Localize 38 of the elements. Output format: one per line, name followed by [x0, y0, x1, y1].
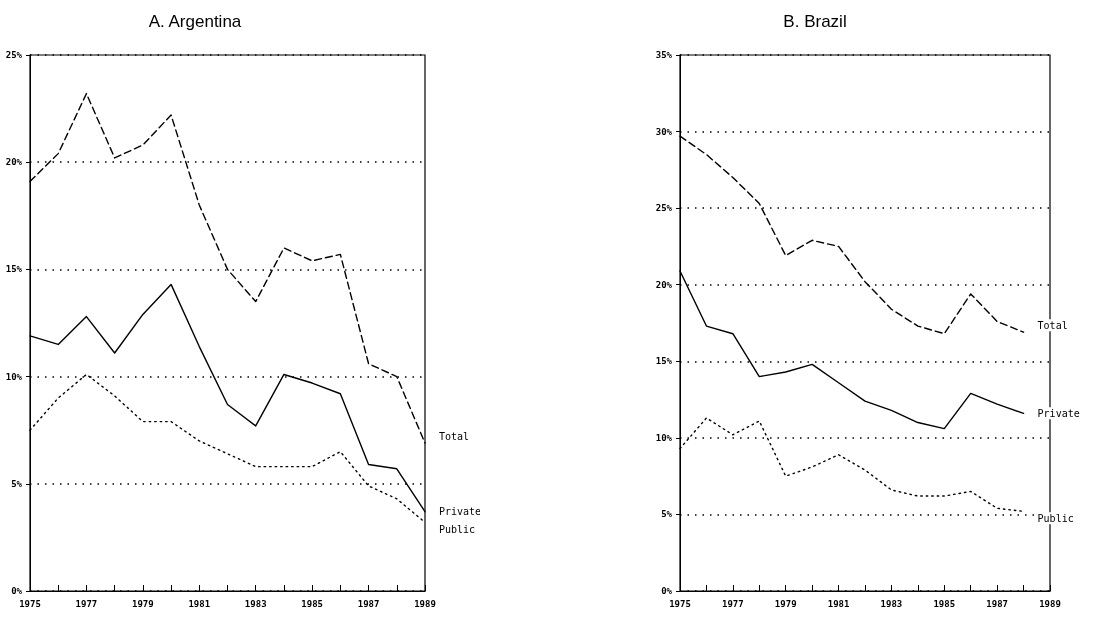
series-label: Public: [1037, 512, 1074, 524]
chart-title: A. Argentina: [148, 12, 242, 31]
series-label: Private: [439, 506, 482, 518]
x-tick-label: 1979: [774, 598, 797, 609]
y-tick-label: 30%: [655, 126, 673, 137]
y-tick-label: 0%: [11, 586, 23, 596]
y-tick-label: 15%: [655, 356, 673, 367]
y-tick-label: 35%: [655, 50, 673, 60]
y-tick-label: 10%: [655, 432, 673, 443]
y-tick-label: 20%: [655, 279, 673, 290]
x-tick-label: 1987: [357, 598, 380, 609]
x-tick-label: 1977: [722, 598, 744, 609]
x-tick-label: 1981: [827, 598, 850, 609]
x-tick-label: 1987: [986, 598, 1008, 609]
x-tick-label: 1981: [188, 598, 211, 609]
x-tick-label: 1977: [75, 598, 98, 609]
y-tick-label: 0%: [661, 586, 673, 596]
y-tick-label: 20%: [5, 157, 23, 168]
x-tick-label: 1975: [669, 598, 691, 609]
series-label: Private: [1037, 407, 1080, 419]
y-tick-label: 5%: [11, 478, 23, 489]
x-tick-label: 1989: [414, 598, 436, 609]
x-tick-label: 1985: [933, 598, 956, 609]
series-label: Public: [439, 523, 476, 535]
x-tick-label: 1989: [1039, 598, 1061, 609]
y-tick-label: 5%: [661, 509, 673, 520]
chart-title: B. Brazil: [783, 12, 847, 31]
y-tick-label: 15%: [5, 264, 23, 275]
x-tick-label: 1985: [301, 598, 323, 609]
y-tick-label: 25%: [655, 203, 673, 214]
series-label: Total: [439, 430, 470, 442]
x-tick-label: 1983: [244, 598, 267, 609]
x-tick-label: 1979: [132, 598, 154, 609]
x-tick-label: 1983: [880, 598, 903, 609]
y-tick-label: 10%: [5, 371, 23, 382]
y-tick-label: 25%: [5, 50, 23, 60]
series-label: Total: [1037, 319, 1068, 331]
x-tick-label: 1975: [19, 598, 41, 609]
